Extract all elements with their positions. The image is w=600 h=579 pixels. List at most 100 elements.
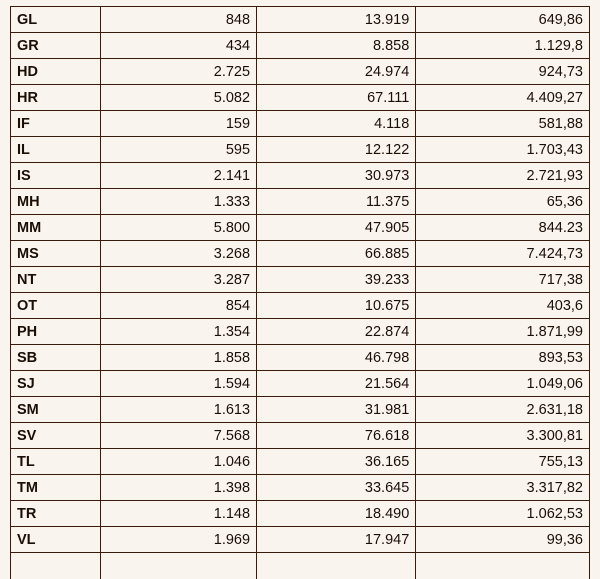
cell-col3: 36.165 [257, 449, 416, 475]
table-row: SM1.61331.9812.631,18 [11, 397, 590, 423]
cell-col4: 3.300,81 [416, 423, 590, 449]
cell-col2: 595 [100, 137, 256, 163]
cell-col3: 66.885 [257, 241, 416, 267]
cell-col2: 2.725 [100, 59, 256, 85]
table-row: VL1.96917.94799,36 [11, 527, 590, 553]
cell-code: OT [11, 293, 101, 319]
table-row: MM5.80047.905844.23 [11, 215, 590, 241]
cell-code: HD [11, 59, 101, 85]
cell-col3: 24.974 [257, 59, 416, 85]
cell-col2: 1.333 [100, 189, 256, 215]
cell-code: HR [11, 85, 101, 111]
cell-code: MS [11, 241, 101, 267]
table-row: PH1.35422.8741.871,99 [11, 319, 590, 345]
cell-code [11, 553, 101, 579]
cell-col2: 3.287 [100, 267, 256, 293]
cell-code: SV [11, 423, 101, 449]
table-row: GL84813.919649,86 [11, 7, 590, 33]
cell-col4: 7.424,73 [416, 241, 590, 267]
cell-col2: 5.082 [100, 85, 256, 111]
cell-col2: 7.568 [100, 423, 256, 449]
cell-col4: 2.721,93 [416, 163, 590, 189]
cell-col2: 854 [100, 293, 256, 319]
cell-col4: 1.129,8 [416, 33, 590, 59]
cell-code: TM [11, 475, 101, 501]
table-body: GL84813.919649,86GR4348.8581.129,8HD2.72… [11, 7, 590, 579]
cell-col4: 924,73 [416, 59, 590, 85]
cell-col3: 17.947 [257, 527, 416, 553]
cell-col3 [257, 553, 416, 579]
table-row: IL59512.1221.703,43 [11, 137, 590, 163]
cell-code: TR [11, 501, 101, 527]
cell-code: GR [11, 33, 101, 59]
cell-col3: 18.490 [257, 501, 416, 527]
cell-col4: 1.062,53 [416, 501, 590, 527]
table-row: NT3.28739.233717,38 [11, 267, 590, 293]
cell-col4: 581,88 [416, 111, 590, 137]
table-row: MS3.26866.8857.424,73 [11, 241, 590, 267]
table-row: HD2.72524.974924,73 [11, 59, 590, 85]
cell-code: NT [11, 267, 101, 293]
cell-col3: 4.118 [257, 111, 416, 137]
table-row [11, 553, 590, 579]
table-row: SV7.56876.6183.300,81 [11, 423, 590, 449]
cell-col2: 2.141 [100, 163, 256, 189]
table-row: IF1594.118581,88 [11, 111, 590, 137]
cell-col2: 159 [100, 111, 256, 137]
cell-code: VL [11, 527, 101, 553]
cell-col4: 3.317,82 [416, 475, 590, 501]
table-row: OT85410.675403,6 [11, 293, 590, 319]
cell-col4: 717,38 [416, 267, 590, 293]
table-row: TM1.39833.6453.317,82 [11, 475, 590, 501]
cell-col3: 76.618 [257, 423, 416, 449]
cell-col4: 2.631,18 [416, 397, 590, 423]
table-row: IS2.14130.9732.721,93 [11, 163, 590, 189]
table-row: HR5.08267.1114.409,27 [11, 85, 590, 111]
cell-code: MM [11, 215, 101, 241]
cell-col2: 848 [100, 7, 256, 33]
cell-col3: 12.122 [257, 137, 416, 163]
table-row: MH1.33311.37565,36 [11, 189, 590, 215]
cell-col2: 1.398 [100, 475, 256, 501]
cell-col3: 10.675 [257, 293, 416, 319]
cell-code: SM [11, 397, 101, 423]
data-table-container: GL84813.919649,86GR4348.8581.129,8HD2.72… [10, 6, 590, 579]
cell-col2: 5.800 [100, 215, 256, 241]
cell-col2: 434 [100, 33, 256, 59]
cell-col3: 21.564 [257, 371, 416, 397]
cell-col3: 46.798 [257, 345, 416, 371]
cell-col3: 8.858 [257, 33, 416, 59]
cell-col2: 3.268 [100, 241, 256, 267]
table-row: SB1.85846.798893,53 [11, 345, 590, 371]
cell-col4: 99,36 [416, 527, 590, 553]
table-row: SJ1.59421.5641.049,06 [11, 371, 590, 397]
cell-col2: 1.858 [100, 345, 256, 371]
cell-code: GL [11, 7, 101, 33]
cell-col4: 1.703,43 [416, 137, 590, 163]
cell-code: PH [11, 319, 101, 345]
data-table: GL84813.919649,86GR4348.8581.129,8HD2.72… [10, 6, 590, 579]
cell-col3: 31.981 [257, 397, 416, 423]
cell-code: SB [11, 345, 101, 371]
cell-col2: 1.613 [100, 397, 256, 423]
cell-col3: 13.919 [257, 7, 416, 33]
cell-col2 [100, 553, 256, 579]
cell-col3: 33.645 [257, 475, 416, 501]
cell-col4: 844.23 [416, 215, 590, 241]
cell-col3: 22.874 [257, 319, 416, 345]
cell-col3: 67.111 [257, 85, 416, 111]
cell-code: IF [11, 111, 101, 137]
cell-col4: 893,53 [416, 345, 590, 371]
table-row: GR4348.8581.129,8 [11, 33, 590, 59]
cell-col2: 1.969 [100, 527, 256, 553]
cell-code: IL [11, 137, 101, 163]
cell-col2: 1.354 [100, 319, 256, 345]
cell-col2: 1.594 [100, 371, 256, 397]
cell-col2: 1.148 [100, 501, 256, 527]
cell-code: TL [11, 449, 101, 475]
cell-col4 [416, 553, 590, 579]
cell-col4: 65,36 [416, 189, 590, 215]
cell-col3: 39.233 [257, 267, 416, 293]
table-row: TL1.04636.165755,13 [11, 449, 590, 475]
cell-col4: 649,86 [416, 7, 590, 33]
